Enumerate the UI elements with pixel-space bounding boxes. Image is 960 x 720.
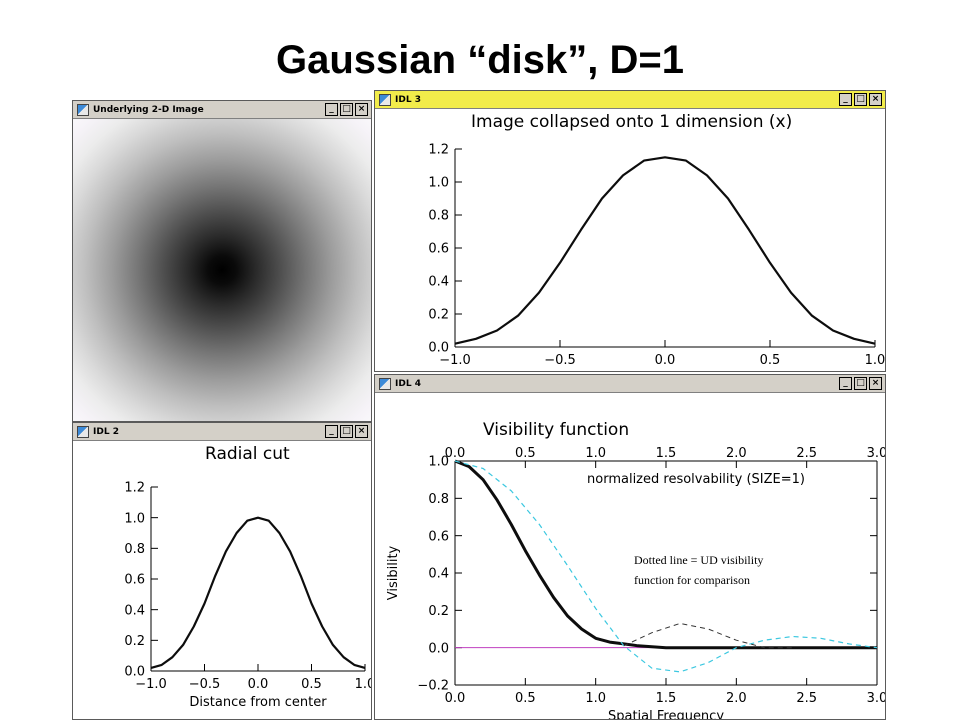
x-tick-label: 1.0 xyxy=(355,677,371,692)
minimize-button[interactable]: _ xyxy=(839,93,852,106)
x-tick-label: 2.0 xyxy=(726,691,747,706)
top-tick-label: 3.0 xyxy=(867,446,885,461)
visibility-window-title: IDL 4 xyxy=(395,379,421,389)
y-tick-label: 1.0 xyxy=(124,511,145,526)
y-tick-label: 0.4 xyxy=(428,275,449,290)
x-tick-label: 0.5 xyxy=(760,353,781,368)
top-axis-label: normalized resolvability (SIZE=1) xyxy=(587,472,805,487)
y-tick-label: 0.2 xyxy=(124,634,145,649)
y-tick-label: 0.0 xyxy=(124,665,145,680)
gaussian-disk-image xyxy=(73,119,371,421)
maximize-button[interactable]: □ xyxy=(854,377,867,390)
image-window-titlebar[interactable]: Underlying 2-D Image _ □ × xyxy=(73,101,371,119)
y-tick-label: 0.8 xyxy=(124,542,145,557)
idl-app-icon xyxy=(379,94,391,106)
image-window-title: Underlying 2-D Image xyxy=(93,105,204,115)
y-tick-label: 0.2 xyxy=(428,604,449,619)
x-tick-label: −0.5 xyxy=(544,353,576,368)
x-tick-label: 0.5 xyxy=(301,677,322,692)
collapsed-window-titlebar[interactable]: IDL 3 _ □ × xyxy=(375,91,885,109)
visibility-window-titlebar[interactable]: IDL 4 _ □ × xyxy=(375,375,885,393)
annotation-line-2: function for comparison xyxy=(634,573,750,587)
collapsed-window: IDL 3 _ □ × −1.0 −0.5 0.0 0.5 1.0 0.0 0.2 0.4 0.… xyxy=(374,90,886,372)
x-tick-label: 0.0 xyxy=(445,691,466,706)
y-tick-label: 0.6 xyxy=(124,573,145,588)
visibility-chart: 0.0 0.0 0.5 0.5 1.0 1.0 1.5 1.5 2.0 2.0 2.5 2.5 3.0 3… xyxy=(386,420,885,719)
minimize-button[interactable]: _ xyxy=(325,103,338,116)
visibility-plot-area: 0.0 0.0 0.5 0.5 1.0 1.0 1.5 1.5 2.0 2.0 2.5 2.5 3.0 3… xyxy=(375,393,885,719)
maximize-button[interactable]: □ xyxy=(854,93,867,106)
y-tick-label: 1.0 xyxy=(428,176,449,191)
x-tick-label: 0.5 xyxy=(515,691,536,706)
top-tick-label: 0.0 xyxy=(445,446,466,461)
top-tick-label: 1.0 xyxy=(585,446,606,461)
series-line-1 xyxy=(454,460,878,673)
minimize-button[interactable]: _ xyxy=(839,377,852,390)
chart-title: Radial cut xyxy=(205,444,290,464)
y-tick-label: 0.4 xyxy=(124,603,145,618)
radial-chart: −1.0 −0.5 0.0 0.5 1.0 0.0 0.2 0.4 0.6 0.8 1.0 1.2 Ra… xyxy=(124,444,371,710)
series-line-0 xyxy=(454,459,877,650)
image-canvas xyxy=(73,119,371,421)
idl-app-icon xyxy=(77,104,89,116)
y-axis-label: Visibility xyxy=(386,545,401,600)
slide-title: Gaussian “disk”, D=1 xyxy=(276,38,684,82)
x-tick-label: 0.0 xyxy=(248,677,269,692)
series-line-2 xyxy=(623,622,793,649)
y-tick-label: 0.0 xyxy=(428,641,449,656)
x-tick-label: −0.5 xyxy=(189,677,221,692)
visibility-window: IDL 4 _ □ × 0.0 0.0 0.5 0.5 1.0 1.0 1.5 1.5 2.0 2… xyxy=(374,374,886,720)
idl-app-icon xyxy=(379,378,391,390)
x-axis-label: Distance from center xyxy=(189,695,327,710)
close-button[interactable]: × xyxy=(869,377,882,390)
chart-title: Image collapsed onto 1 dimension (x) xyxy=(471,112,792,132)
x-tick-label: 3.0 xyxy=(867,691,885,706)
close-button[interactable]: × xyxy=(355,103,368,116)
y-tick-label: 0.8 xyxy=(428,492,449,507)
chart-title: Visibility function xyxy=(483,420,629,440)
radial-plot-area: −1.0 −0.5 0.0 0.5 1.0 0.0 0.2 0.4 0.6 0.8 1.0 1.2 Ra… xyxy=(73,441,371,719)
y-tick-label: 0.0 xyxy=(428,341,449,356)
top-tick-label: 2.0 xyxy=(726,446,747,461)
top-tick-label: 0.5 xyxy=(515,446,536,461)
radial-window: IDL 2 _ □ × −1.0 −0.5 0.0 0.5 1.0 0.0 0.2 0.4 0.… xyxy=(72,422,372,720)
y-tick-label: −0.2 xyxy=(417,679,449,694)
series-line-0 xyxy=(150,516,366,669)
close-button[interactable]: × xyxy=(355,425,368,438)
idl-app-icon xyxy=(77,426,89,438)
y-tick-label: 1.0 xyxy=(428,455,449,470)
y-tick-label: 0.4 xyxy=(428,567,449,582)
y-tick-label: 0.6 xyxy=(428,242,449,257)
maximize-button[interactable]: □ xyxy=(340,103,353,116)
x-tick-label: 2.5 xyxy=(796,691,817,706)
y-tick-label: 0.2 xyxy=(428,308,449,323)
series-line-0 xyxy=(454,156,876,345)
x-tick-label: −1.0 xyxy=(135,677,167,692)
image-window: Underlying 2-D Image _ □ × xyxy=(72,100,372,422)
radial-window-title: IDL 2 xyxy=(93,427,119,437)
x-axis-label: Spatial Frequency xyxy=(608,709,724,719)
collapsed-plot-area: −1.0 −0.5 0.0 0.5 1.0 0.0 0.2 0.4 0.6 0.8 1.0 1.2 Im… xyxy=(375,109,885,371)
x-tick-label: 1.5 xyxy=(656,691,677,706)
y-tick-label: 1.2 xyxy=(124,481,145,496)
close-button[interactable]: × xyxy=(869,93,882,106)
y-tick-label: 0.6 xyxy=(428,529,449,544)
x-tick-label: 0.0 xyxy=(655,353,676,368)
annotation-note: Dotted line = UD visibility function for… xyxy=(634,550,763,590)
x-tick-label: −1.0 xyxy=(439,353,471,368)
collapsed-chart: −1.0 −0.5 0.0 0.5 1.0 0.0 0.2 0.4 0.6 0.8 1.0 1.2 Im… xyxy=(428,112,885,368)
annotation-line-1: Dotted line = UD visibility xyxy=(634,553,764,567)
collapsed-window-title: IDL 3 xyxy=(395,95,421,105)
top-tick-label: 2.5 xyxy=(796,446,817,461)
top-tick-label: 1.5 xyxy=(656,446,677,461)
y-tick-label: 1.2 xyxy=(428,143,449,158)
maximize-button[interactable]: □ xyxy=(340,425,353,438)
radial-window-titlebar[interactable]: IDL 2 _ □ × xyxy=(73,423,371,441)
x-tick-label: 1.0 xyxy=(585,691,606,706)
y-tick-label: 0.8 xyxy=(428,209,449,224)
x-tick-label: 1.0 xyxy=(865,353,885,368)
minimize-button[interactable]: _ xyxy=(325,425,338,438)
